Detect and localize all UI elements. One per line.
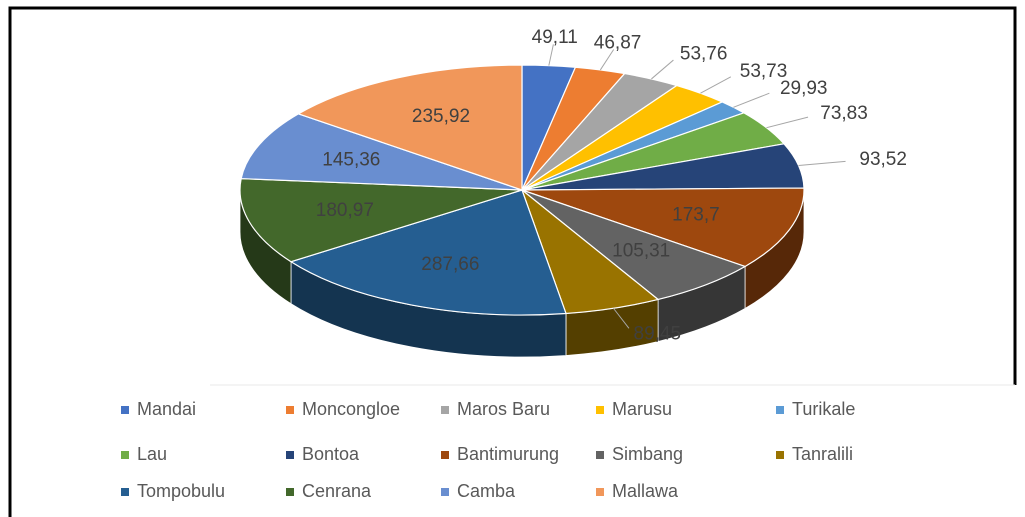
data-label: 53,76 — [680, 44, 728, 65]
data-label: 49,11 — [532, 27, 578, 48]
pie-slice — [240, 113, 523, 191]
legend-swatch — [286, 488, 294, 496]
pie-slice — [521, 189, 747, 301]
legend-swatch — [286, 406, 294, 414]
legend-label: Turikale — [792, 399, 855, 419]
legend-swatch — [596, 451, 604, 459]
data-label: 173,7 — [672, 205, 720, 226]
data-label: 53,73 — [740, 61, 788, 82]
legend-label: Maros Baru — [457, 399, 550, 419]
legend-label: Simbang — [612, 444, 683, 464]
data-label: 287,66 — [421, 254, 479, 275]
legend-swatch — [776, 451, 784, 459]
legend-label: Cenrana — [302, 481, 372, 501]
legend-label: Mandai — [137, 399, 196, 419]
legend-swatch — [286, 451, 294, 459]
legend-label: Lau — [137, 444, 167, 464]
legend-swatch — [441, 406, 449, 414]
legend-label: Marusu — [612, 399, 672, 419]
pie-slice — [296, 64, 523, 191]
legend-label: Tanralili — [792, 444, 853, 464]
legend-label: Moncongloe — [302, 399, 400, 419]
leader-line — [651, 59, 674, 80]
leader-line — [599, 49, 615, 71]
legend-label: Bantimurung — [457, 444, 559, 464]
legend-label: Bontoa — [302, 444, 360, 464]
pie-slice — [521, 187, 805, 268]
leader-line — [798, 160, 846, 167]
data-label: 89,45 — [634, 323, 682, 344]
data-label: 180,97 — [316, 200, 374, 221]
legend-swatch — [776, 406, 784, 414]
legend-swatch — [121, 451, 129, 459]
data-label: 105,31 — [612, 241, 670, 262]
frame — [8, 6, 1017, 517]
leader-line — [700, 76, 732, 94]
data-label: 145,36 — [322, 149, 380, 170]
legend-swatch — [596, 488, 604, 496]
legend-label: Mallawa — [612, 481, 679, 501]
data-label: 29,93 — [780, 78, 828, 99]
leader-line — [548, 44, 554, 66]
legend-label: Camba — [457, 481, 516, 501]
data-label: 73,83 — [820, 103, 868, 124]
legend-swatch — [121, 488, 129, 496]
data-label: 235,92 — [412, 106, 470, 127]
legend-swatch — [596, 406, 604, 414]
legend-swatch — [441, 451, 449, 459]
data-label: 93,52 — [859, 149, 907, 170]
leader-line — [733, 92, 770, 108]
pie-slice — [289, 189, 567, 316]
legend-swatch — [121, 406, 129, 414]
pie-slice — [239, 177, 523, 263]
leader-line — [613, 307, 630, 329]
data-label: 46,87 — [594, 33, 642, 54]
leader-line — [766, 116, 809, 129]
legend-swatch — [441, 488, 449, 496]
legend-label: Tompobulu — [137, 481, 225, 501]
